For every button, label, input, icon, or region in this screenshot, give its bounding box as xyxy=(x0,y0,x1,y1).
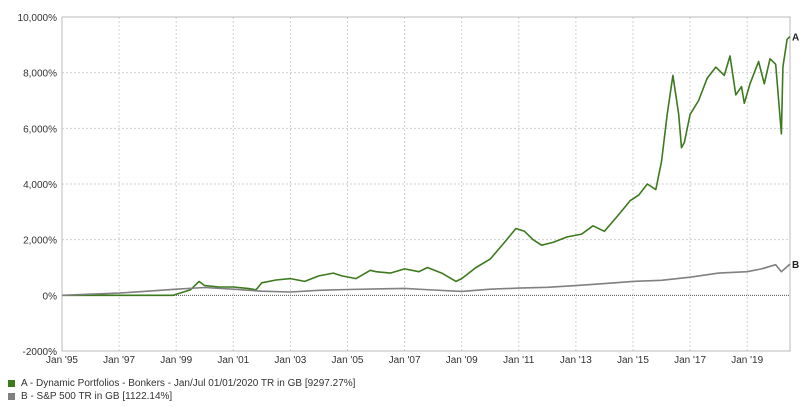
x-tick-label: Jan '17 xyxy=(674,355,706,366)
legend-label-b: B - S&P 500 TR in GB [1122.14%] xyxy=(21,391,173,402)
x-tick-label: Jan '09 xyxy=(446,355,478,366)
y-tick-label: 10,000% xyxy=(18,13,58,24)
series-line-b xyxy=(61,263,791,297)
x-tick-label: Jan '01 xyxy=(217,355,249,366)
legend-item-b: B - S&P 500 TR in GB [1122.14%] xyxy=(8,390,355,403)
legend: A - Dynamic Portfolios - Bonkers - Jan/J… xyxy=(8,377,355,403)
plot-frame xyxy=(61,16,791,352)
y-tick-label: -2000% xyxy=(23,347,58,358)
y-tick-label: 8,000% xyxy=(23,69,57,80)
legend-swatch-b xyxy=(8,393,15,400)
series-lines xyxy=(61,36,791,297)
series-line-a xyxy=(62,36,791,297)
x-tick-label: Jan '03 xyxy=(274,355,306,366)
x-tick-label: Jan '13 xyxy=(560,355,592,366)
x-tick-label: Jan '11 xyxy=(503,355,535,366)
axes xyxy=(61,16,791,352)
series-end-label-a: A xyxy=(792,33,799,44)
y-tick-label: 0% xyxy=(43,291,58,302)
x-tick-label: Jan '07 xyxy=(389,355,421,366)
y-tick-label: 4,000% xyxy=(23,180,57,191)
tick-labels: 10,000%8,000%6,000%4,000%2,000%0%-2000%J… xyxy=(18,13,800,366)
x-tick-label: Jan '19 xyxy=(731,355,763,366)
series-end-label-b: B xyxy=(792,260,799,271)
x-tick-label: Jan '05 xyxy=(332,355,364,366)
x-tick-label: Jan '15 xyxy=(617,355,649,366)
x-tick-label: Jan '95 xyxy=(46,355,78,366)
x-tick-label: Jan '97 xyxy=(103,355,135,366)
legend-swatch-a xyxy=(8,380,15,387)
y-tick-label: 2,000% xyxy=(23,236,57,247)
legend-item-a: A - Dynamic Portfolios - Bonkers - Jan/J… xyxy=(8,377,355,390)
x-tick-label: Jan '99 xyxy=(160,355,192,366)
legend-label-a: A - Dynamic Portfolios - Bonkers - Jan/J… xyxy=(21,378,356,389)
grid-lines xyxy=(61,16,790,352)
y-tick-label: 6,000% xyxy=(23,124,57,135)
